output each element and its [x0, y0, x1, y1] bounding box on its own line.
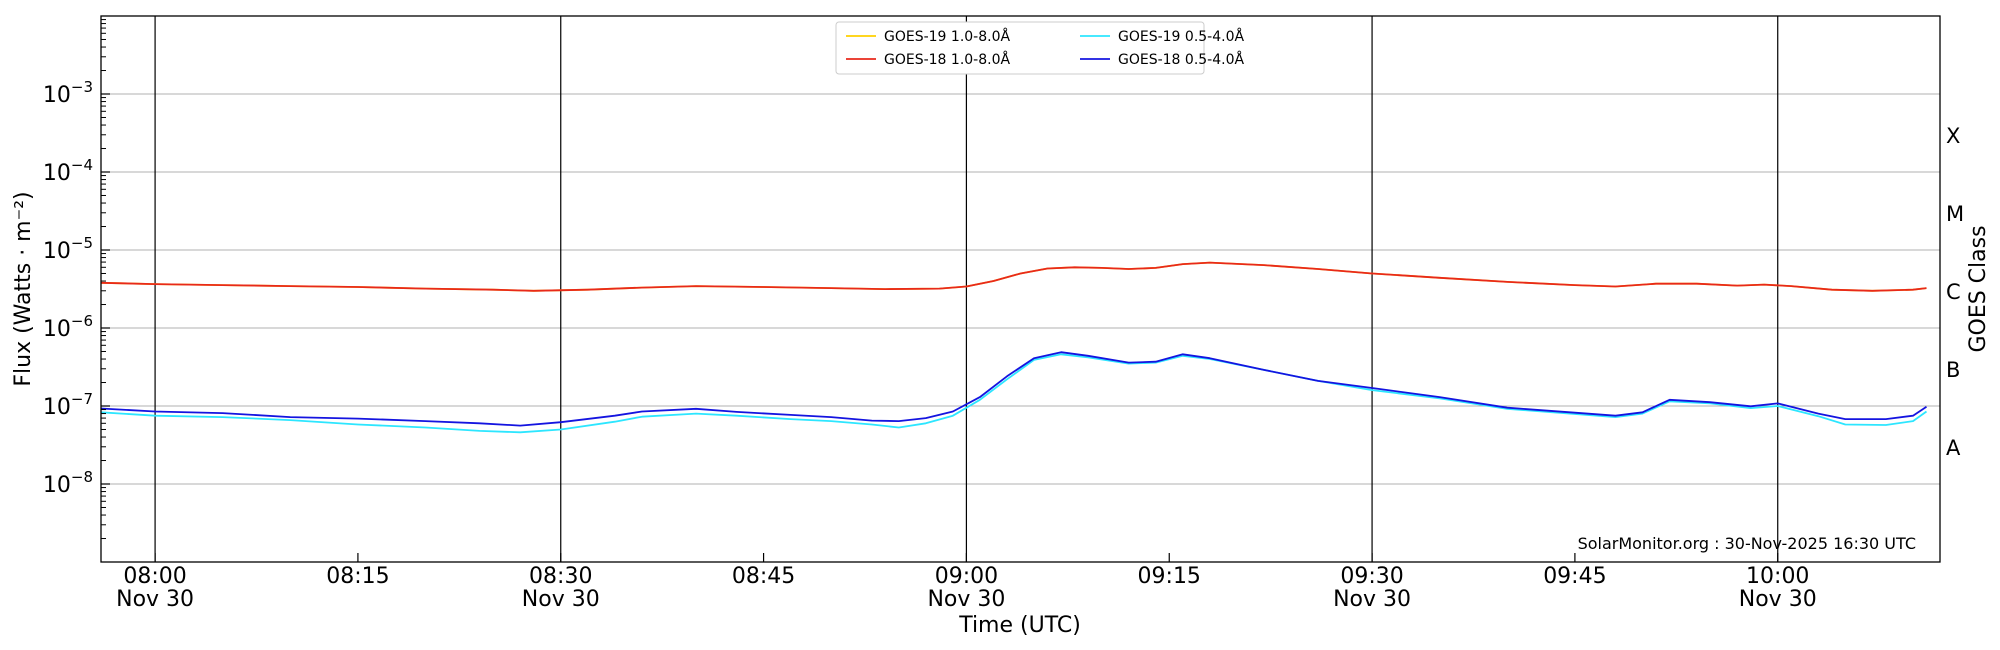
- series-line: [100, 261, 1927, 292]
- goes-class-label: A: [1946, 436, 1961, 460]
- y-tick-label: 10−5: [43, 234, 93, 264]
- series-line: [100, 351, 1927, 427]
- goes-class-label: X: [1946, 124, 1960, 148]
- x-tick-date-label: Nov 30: [522, 587, 600, 612]
- y-tick-label: 10−6: [43, 312, 93, 342]
- x-tick-date-label: Nov 30: [927, 587, 1005, 612]
- x-tick-label: 09:45: [1543, 564, 1606, 589]
- x-tick-label: 09:30: [1340, 564, 1403, 589]
- y-tick-label: 10−3: [43, 78, 93, 108]
- x-tick-label: 08:45: [732, 564, 795, 589]
- series-layer: [100, 261, 1928, 434]
- legend-label: GOES-18 1.0-8.0Å: [884, 51, 1010, 68]
- y-tick-label: 10−4: [43, 156, 93, 186]
- x-tick-label: 10:00: [1746, 564, 1809, 589]
- tick-layer: [101, 19, 1779, 562]
- x-tick-date-label: Nov 30: [1739, 587, 1817, 612]
- y-tick-label: 10−8: [43, 468, 93, 498]
- credit-text: SolarMonitor.org : 30-Nov-2025 16:30 UTC: [1578, 534, 1916, 553]
- y-axis-title: Flux (Watts · m⁻²): [11, 191, 36, 386]
- legend-label: GOES-19 0.5-4.0Å: [1118, 28, 1244, 45]
- x-tick-label: 09:15: [1138, 564, 1201, 589]
- goes-class-label: C: [1946, 280, 1961, 304]
- goes-class-label: B: [1946, 358, 1960, 382]
- x-tick-date-label: Nov 30: [116, 587, 194, 612]
- day-boundary-lines: [154, 16, 1779, 562]
- legend: GOES-19 1.0-8.0Å GOES-18 1.0-8.0Å GOES-19 …: [835, 21, 1244, 75]
- legend-label: GOES-19 1.0-8.0Å: [884, 28, 1010, 45]
- x-tick-date-label: Nov 30: [1333, 587, 1411, 612]
- x-tick-label: 08:15: [326, 564, 389, 589]
- x-axis-title: Time (UTC): [958, 613, 1081, 638]
- y2-axis-title: GOES Class: [1966, 225, 1991, 352]
- legend-box: [835, 21, 1205, 75]
- x-tick-label: 08:30: [529, 564, 592, 589]
- series-line: [100, 353, 1928, 434]
- x-tick-label: 09:00: [935, 564, 998, 589]
- grid-layer: [101, 93, 1940, 485]
- plot-frame: [100, 15, 1941, 563]
- goes-class-label: M: [1946, 202, 1964, 226]
- y-tick-label: 10−7: [43, 390, 93, 420]
- x-tick-label: 08:00: [123, 564, 186, 589]
- legend-label: GOES-18 0.5-4.0Å: [1118, 51, 1244, 68]
